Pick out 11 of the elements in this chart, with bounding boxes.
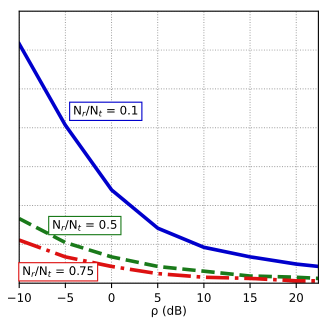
x-tick-label: 5 xyxy=(154,293,160,302)
x-tick-label: 10 xyxy=(198,293,211,302)
x-axis-title: ρ (dB) xyxy=(152,306,186,318)
series-label: N$_{r}$/N$_{t}$ = 0.1 xyxy=(74,106,138,116)
x-tick-label: −10 xyxy=(8,293,31,302)
x-tick-label: −5 xyxy=(58,293,74,302)
x-tick-label: 0 xyxy=(108,293,115,302)
x-tick-label: 20 xyxy=(290,293,303,302)
x-tick-label: 15 xyxy=(244,293,257,302)
series-label: N$_{r}$/N$_{t}$ = 0.5 xyxy=(53,220,116,231)
series-label: N$_{r}$/N$_{t}$ = 0.75 xyxy=(23,266,94,277)
